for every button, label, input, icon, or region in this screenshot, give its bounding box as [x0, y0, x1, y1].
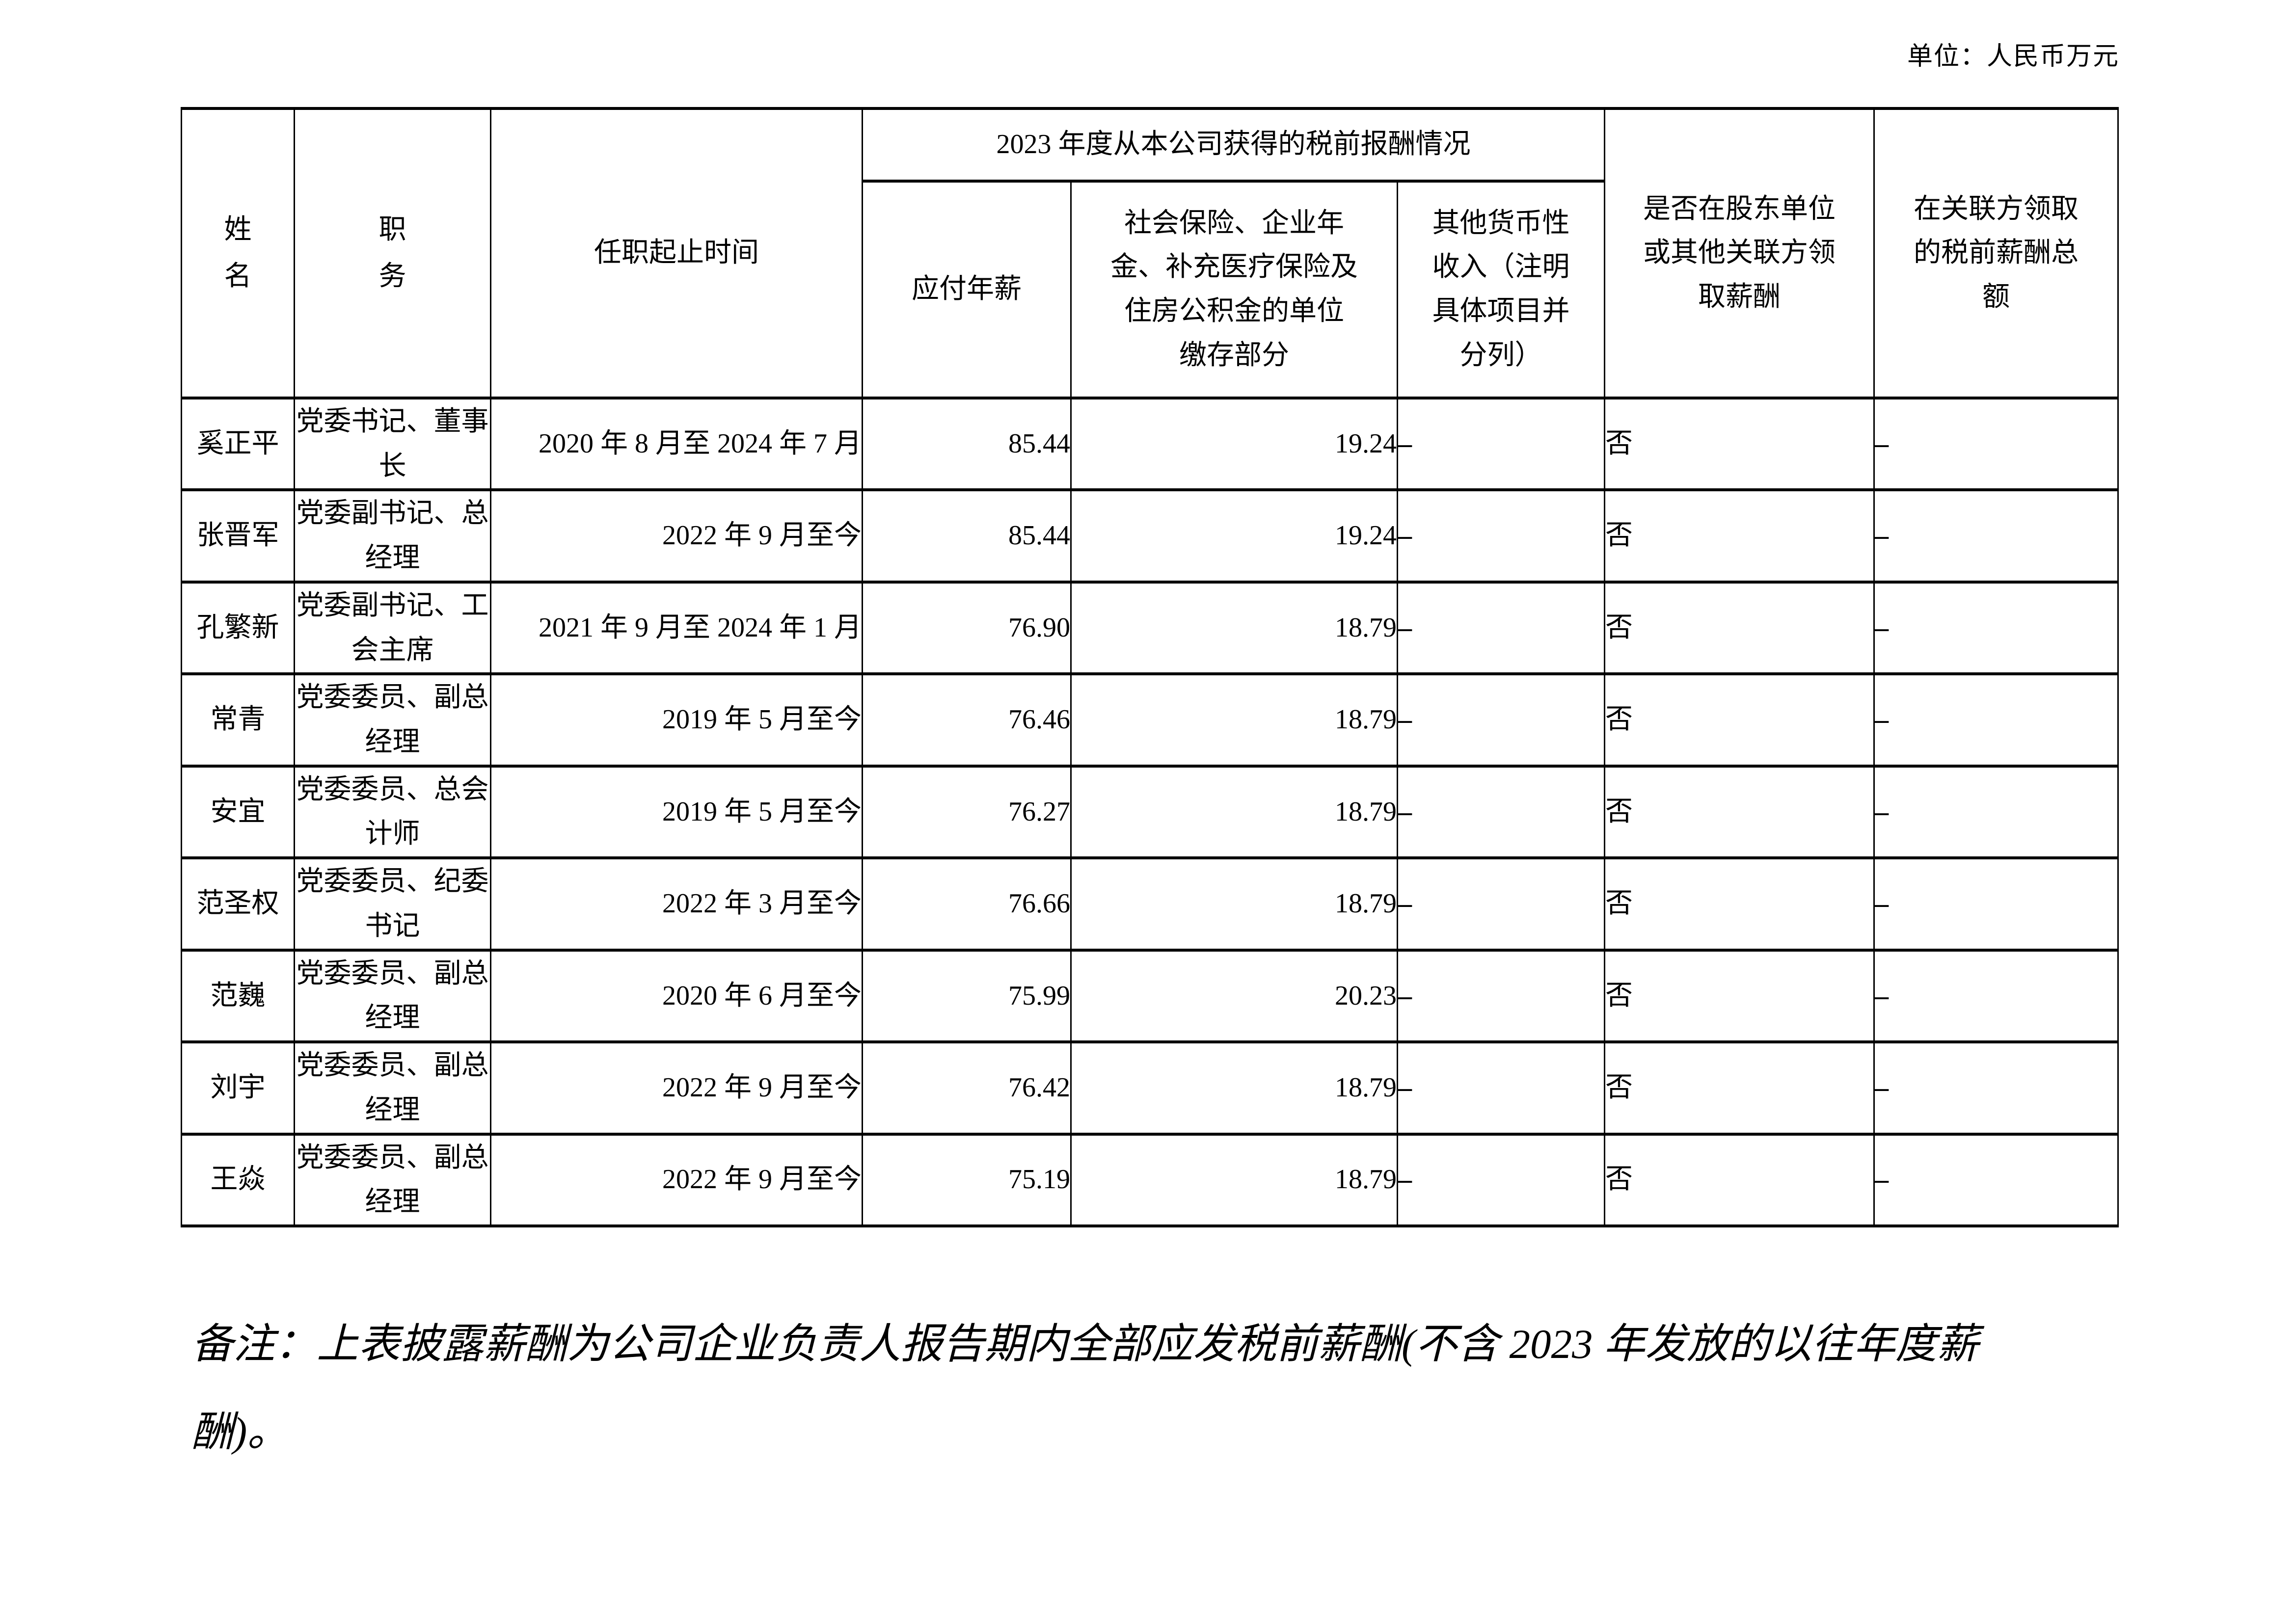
- cell-tenure: 2022 年 9 月至今: [490, 488, 863, 584]
- cell-other-income: –: [1397, 1040, 1605, 1136]
- cell-insurance: 18.79: [1070, 580, 1398, 676]
- cell-other-income: –: [1397, 948, 1605, 1044]
- cell-shareholder-pay: 否: [1604, 1040, 1875, 1136]
- table-row: 刘宇 党委委员、副总经理 2022 年 9 月至今 76.42 18.79 – …: [181, 1040, 2119, 1136]
- cell-salary: 76.66: [862, 856, 1072, 952]
- cell-shareholder-pay: 否: [1604, 396, 1875, 492]
- cell-insurance: 20.23: [1070, 948, 1398, 1044]
- cell-other-income: –: [1397, 396, 1605, 492]
- table-row: 张晋军 党委副书记、总经理 2022 年 9 月至今 85.44 19.24 –…: [181, 488, 2119, 584]
- cell-other-income: –: [1397, 488, 1605, 584]
- cell-position: 党委委员、总会计师: [294, 764, 491, 860]
- cell-salary: 76.46: [862, 672, 1072, 768]
- cell-tenure: 2020 年 8 月至 2024 年 7 月: [490, 396, 863, 492]
- cell-name: 范圣权: [181, 856, 295, 952]
- cell-related-pay: –: [1873, 856, 2119, 952]
- cell-position: 党委委员、副总经理: [294, 948, 491, 1044]
- cell-insurance: 19.24: [1070, 396, 1398, 492]
- cell-name: 范巍: [181, 948, 295, 1044]
- cell-insurance: 18.79: [1070, 1132, 1398, 1227]
- cell-salary: 76.42: [862, 1040, 1072, 1136]
- cell-tenure: 2022 年 9 月至今: [490, 1132, 863, 1227]
- cell-related-pay: –: [1873, 948, 2119, 1044]
- unit-label: 单位：人民币万元: [1907, 43, 2119, 71]
- cell-insurance: 19.24: [1070, 488, 1398, 584]
- table-row: 范巍 党委委员、副总经理 2020 年 6 月至今 75.99 20.23 – …: [181, 948, 2119, 1044]
- header-shareholder-pay: 是否在股东单位 或其他关联方领 取薪酬: [1604, 107, 1875, 399]
- header-position-label: 职务: [378, 214, 406, 292]
- table-row: 孔繁新 党委副书记、工会主席 2021 年 9 月至 2024 年 1 月 76…: [181, 580, 2119, 676]
- footnote: 备注：上表披露薪酬为公司企业负责人报告期内全部应发税前薪酬(不含 2023 年发…: [191, 1321, 1979, 1455]
- cell-related-pay: –: [1873, 580, 2119, 676]
- cell-related-pay: –: [1873, 396, 2119, 492]
- header-position: 职务: [294, 107, 491, 399]
- cell-name: 刘宇: [181, 1040, 295, 1136]
- table-row: 安宜 党委委员、总会计师 2019 年 5 月至今 76.27 18.79 – …: [181, 764, 2119, 860]
- cell-tenure: 2020 年 6 月至今: [490, 948, 863, 1044]
- header-related-party-pay: 在关联方领取 的税前薪酬总 额: [1873, 107, 2119, 399]
- header-salary-group: 2023 年度从本公司获得的税前报酬情况: [862, 107, 1605, 183]
- header-annual-salary: 应付年薪: [862, 180, 1072, 399]
- cell-tenure: 2022 年 9 月至今: [490, 1040, 863, 1136]
- cell-shareholder-pay: 否: [1604, 856, 1875, 952]
- table-row: 常青 党委委员、副总经理 2019 年 5 月至今 76.46 18.79 – …: [181, 672, 2119, 768]
- cell-shareholder-pay: 否: [1604, 1132, 1875, 1227]
- cell-position: 党委副书记、工会主席: [294, 580, 491, 676]
- cell-insurance: 18.79: [1070, 764, 1398, 860]
- header-name: 姓名: [181, 107, 295, 399]
- compensation-table: 姓名 职务 任职起止时间 2023 年度从本公司获得的税前报酬情况 是否在股东单…: [181, 107, 2119, 1227]
- cell-tenure: 2021 年 9 月至 2024 年 1 月: [490, 580, 863, 676]
- cell-shareholder-pay: 否: [1604, 948, 1875, 1044]
- cell-position: 党委委员、副总经理: [294, 672, 491, 768]
- cell-related-pay: –: [1873, 1132, 2119, 1227]
- cell-salary: 75.99: [862, 948, 1072, 1044]
- header-name-label: 姓名: [224, 214, 252, 292]
- cell-position: 党委委员、纪委书记: [294, 856, 491, 952]
- cell-related-pay: –: [1873, 488, 2119, 584]
- cell-name: 奚正平: [181, 396, 295, 492]
- cell-other-income: –: [1397, 1132, 1605, 1227]
- cell-name: 孔繁新: [181, 580, 295, 676]
- cell-salary: 75.19: [862, 1132, 1072, 1227]
- cell-other-income: –: [1397, 672, 1605, 768]
- header-other-monetary: 其他货币性 收入（注明 具体项目并 分列）: [1397, 180, 1605, 399]
- table-row: 奚正平 党委书记、董事长 2020 年 8 月至 2024 年 7 月 85.4…: [181, 396, 2119, 492]
- cell-name: 安宜: [181, 764, 295, 860]
- cell-related-pay: –: [1873, 672, 2119, 768]
- table-row: 范圣权 党委委员、纪委书记 2022 年 3 月至今 76.66 18.79 –…: [181, 856, 2119, 952]
- cell-name: 王焱: [181, 1132, 295, 1227]
- cell-position: 党委委员、副总经理: [294, 1040, 491, 1136]
- cell-shareholder-pay: 否: [1604, 580, 1875, 676]
- cell-shareholder-pay: 否: [1604, 488, 1875, 584]
- cell-position: 党委副书记、总经理: [294, 488, 491, 584]
- cell-salary: 85.44: [862, 488, 1072, 584]
- cell-salary: 85.44: [862, 396, 1072, 492]
- cell-related-pay: –: [1873, 1040, 2119, 1136]
- header-tenure: 任职起止时间: [490, 107, 863, 399]
- header-social-insurance: 社会保险、企业年 金、补充医疗保险及 住房公积金的单位 缴存部分: [1070, 180, 1398, 399]
- cell-insurance: 18.79: [1070, 1040, 1398, 1136]
- cell-related-pay: –: [1873, 764, 2119, 860]
- table-row: 王焱 党委委员、副总经理 2022 年 9 月至今 75.19 18.79 – …: [181, 1132, 2119, 1227]
- cell-name: 张晋军: [181, 488, 295, 584]
- cell-salary: 76.90: [862, 580, 1072, 676]
- cell-insurance: 18.79: [1070, 672, 1398, 768]
- cell-position: 党委书记、董事长: [294, 396, 491, 492]
- cell-shareholder-pay: 否: [1604, 764, 1875, 860]
- cell-tenure: 2019 年 5 月至今: [490, 764, 863, 860]
- cell-position: 党委委员、副总经理: [294, 1132, 491, 1227]
- cell-other-income: –: [1397, 764, 1605, 860]
- cell-other-income: –: [1397, 580, 1605, 676]
- cell-other-income: –: [1397, 856, 1605, 952]
- cell-salary: 76.27: [862, 764, 1072, 860]
- cell-name: 常青: [181, 672, 295, 768]
- cell-tenure: 2022 年 3 月至今: [490, 856, 863, 952]
- cell-insurance: 18.79: [1070, 856, 1398, 952]
- cell-shareholder-pay: 否: [1604, 672, 1875, 768]
- cell-tenure: 2019 年 5 月至今: [490, 672, 863, 768]
